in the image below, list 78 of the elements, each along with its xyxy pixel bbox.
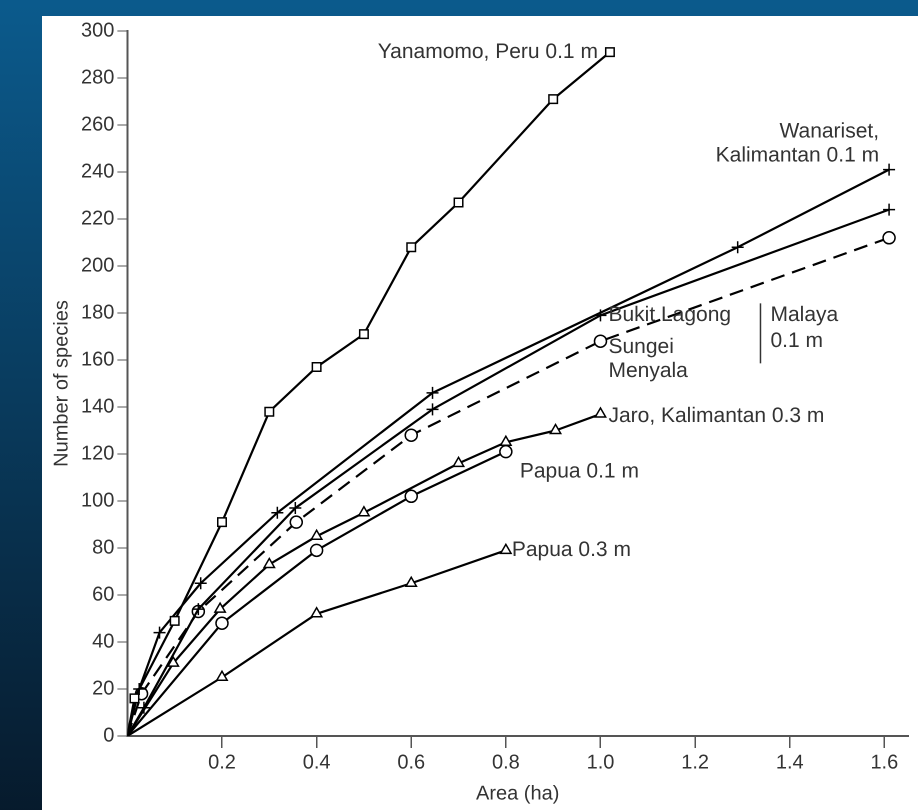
y-tick-label: 140 (80, 396, 114, 418)
point (452, 456, 464, 468)
point (215, 616, 229, 630)
series-label: Sungei Menyala (608, 334, 688, 382)
point (882, 162, 896, 176)
point (310, 530, 323, 540)
series-label: Yanamomo, Peru 0.1 m (378, 40, 598, 63)
x-tick-label: 1.4 (776, 752, 804, 774)
series-label: Papua 0.1 m (520, 459, 639, 482)
point (426, 402, 440, 416)
point (406, 242, 416, 252)
y-tick-label: 260 (80, 114, 114, 136)
y-tick-label: 240 (80, 160, 114, 183)
point (132, 682, 146, 696)
point (214, 602, 226, 613)
point (454, 198, 464, 208)
y-tick-label: 180 (80, 302, 114, 324)
y-tick-label: 200 (80, 254, 114, 277)
point (217, 517, 227, 528)
point (882, 202, 896, 216)
y-tick-label: 300 (80, 20, 114, 42)
y-tick-label: 40 (92, 630, 114, 653)
y-tick-label: 0 (103, 724, 114, 747)
y-tick-label: 120 (80, 442, 114, 465)
point (264, 406, 274, 417)
x-tick-label: 1.0 (586, 752, 614, 774)
point (312, 362, 322, 372)
y-tick-label: 280 (80, 66, 114, 89)
point (550, 424, 562, 434)
series-label: Papua 0.3 m (512, 538, 631, 562)
point (404, 428, 418, 442)
x-tick-label: 0.6 (397, 752, 426, 774)
y-tick-label: 220 (80, 208, 114, 230)
point (594, 334, 608, 348)
point (500, 544, 512, 554)
point (730, 240, 744, 254)
x-tick-label: 1.6 (870, 752, 898, 774)
point (310, 544, 324, 558)
point (548, 94, 558, 104)
series-label: Jaro, Kalimantan 0.3 m (608, 404, 824, 427)
point (167, 656, 180, 667)
point (270, 506, 284, 520)
point (192, 602, 206, 616)
point (500, 436, 512, 446)
point (290, 515, 304, 529)
y-tick-label: 20 (92, 678, 114, 700)
point (358, 329, 369, 340)
series-label: Wanariset, Kalimantan 0.1 m (716, 119, 880, 166)
point (170, 616, 180, 626)
point (426, 386, 440, 400)
point (216, 670, 228, 681)
y-tick-label: 60 (92, 584, 114, 606)
point (194, 576, 208, 590)
x-tick-label: 0.4 (302, 752, 331, 774)
point (288, 501, 302, 515)
y-axis-title: Number of species (50, 300, 73, 467)
point (594, 407, 606, 418)
y-tick-label: 100 (80, 490, 114, 512)
point (882, 231, 896, 245)
point (129, 693, 140, 704)
y-tick-label: 160 (80, 348, 114, 371)
point (404, 490, 418, 504)
x-tick-label: 0.8 (492, 752, 520, 774)
point (604, 47, 615, 58)
y-tick-label: 80 (92, 536, 114, 559)
point (358, 506, 370, 516)
series-label: Bukit Lagong (608, 303, 732, 326)
point (405, 576, 418, 587)
annotation: Malaya 0.1 m (770, 303, 838, 352)
x-tick-label: 1.2 (681, 752, 710, 774)
point (263, 558, 276, 568)
point (137, 701, 151, 715)
x-tick-label: 0.2 (208, 752, 236, 774)
point (152, 626, 166, 640)
x-axis-title: Area (ha) (476, 782, 560, 805)
point (310, 607, 323, 618)
point (499, 444, 513, 458)
point (594, 308, 608, 322)
